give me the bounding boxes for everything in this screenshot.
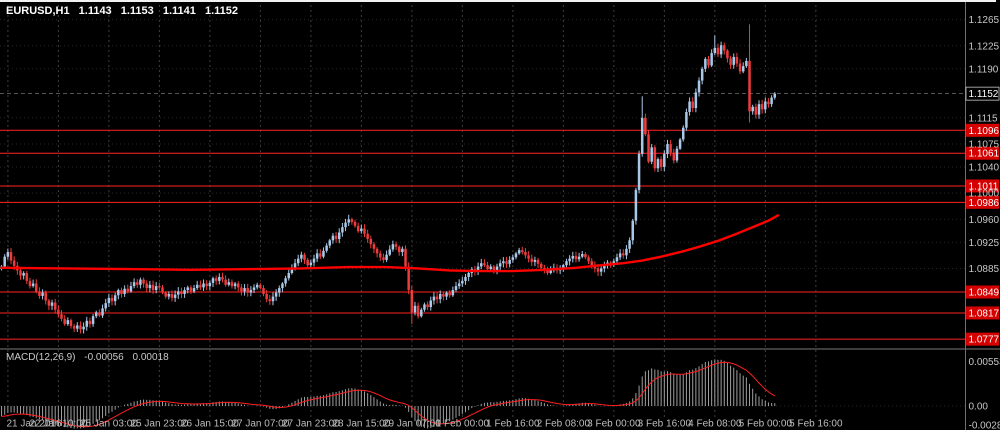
level-price-text: 1.1061: [969, 149, 1000, 160]
time-tick-label: 25 Jan 23:00: [130, 419, 188, 430]
level-price-text: 1.0849: [969, 288, 1000, 299]
level-price-label: [966, 179, 999, 193]
level-price-text: 1.1011: [969, 181, 999, 192]
price-tick-label: 1.1000: [969, 189, 1000, 200]
window-edge-strip: [0, 0, 996, 2]
time-tick-label: 5 Feb 16:00: [789, 419, 843, 430]
level-price-text: 1.0986: [969, 198, 1000, 209]
support-resistance-levels: 1.1096 1.1061 1.1011 1.0986 1.0849 1.0817 1.07…: [0, 123, 1000, 346]
price-tick-label: 1.1190: [969, 64, 999, 75]
time-tick-label: 21 Jan 2016: [6, 419, 61, 430]
macd-scale-label: 0.00553: [969, 357, 1000, 368]
time-tick-label: 22 Jan 10:00: [29, 419, 87, 430]
macd-scale[interactable]: 0.00553 0.00 -0.0028: [969, 357, 1000, 430]
macd-scale-label: 0.00: [969, 402, 989, 413]
price-tick-label: 1.1075: [969, 140, 1000, 151]
level-price-label: [966, 146, 999, 160]
level-price-label: [966, 195, 999, 209]
level-price-label: [966, 306, 999, 320]
time-tick-label: 5 Feb 00:00: [739, 419, 793, 430]
time-tick-label: 25 Jan 03:00: [80, 419, 138, 430]
time-tick-label: 3 Feb 00:00: [587, 419, 641, 430]
moving-average-line: [0, 214, 780, 273]
price-tick-label: 1.1115: [969, 113, 999, 124]
price-tick-label: 1.0925: [969, 238, 1000, 249]
time-tick-label: 3 Feb 16:00: [638, 419, 692, 430]
price-tick-label: 1.1265: [969, 15, 1000, 26]
level-price-label: [966, 123, 999, 137]
macd-scale-label: -0.0028: [969, 421, 1000, 430]
time-tick-label: 28 Jan 15:00: [332, 419, 390, 430]
price-tick-label: 1.0885: [969, 264, 1000, 275]
time-tick-label: 29 Jan 07:00: [383, 419, 441, 430]
price-axis[interactable]: 1.1265 1.1225 1.1190 1.1115 1.1075 1.1040 1.10…: [965, 15, 1000, 275]
price-tick-label: 1.0960: [969, 215, 1000, 226]
level-price-text: 1.1096: [969, 126, 1000, 137]
time-tick-label: 1 Feb 16:00: [486, 419, 540, 430]
candlestick-series: [0, 24, 777, 334]
time-tick-label: 1 Feb 00:00: [436, 419, 490, 430]
bid-price-label: [965, 86, 1000, 101]
time-tick-label: 27 Jan 07:00: [231, 419, 289, 430]
price-tick-label: 1.1225: [969, 41, 1000, 52]
level-price-label: [966, 332, 999, 346]
time-tick-label: 2 Feb 08:00: [537, 419, 591, 430]
level-price-label: [966, 285, 999, 299]
time-tick-label: 27 Jan 23:00: [282, 419, 340, 430]
time-tick-label: 4 Feb 08:00: [688, 419, 742, 430]
macd-signal-line: [1, 361, 776, 428]
time-tick-label: 26 Jan 15:00: [181, 419, 239, 430]
level-price-text: 1.0817: [969, 308, 1000, 319]
price-tick-label: 1.1040: [969, 162, 1000, 173]
level-price-text: 1.0777: [969, 335, 1000, 346]
bid-price-text: 1.1152: [969, 89, 999, 100]
